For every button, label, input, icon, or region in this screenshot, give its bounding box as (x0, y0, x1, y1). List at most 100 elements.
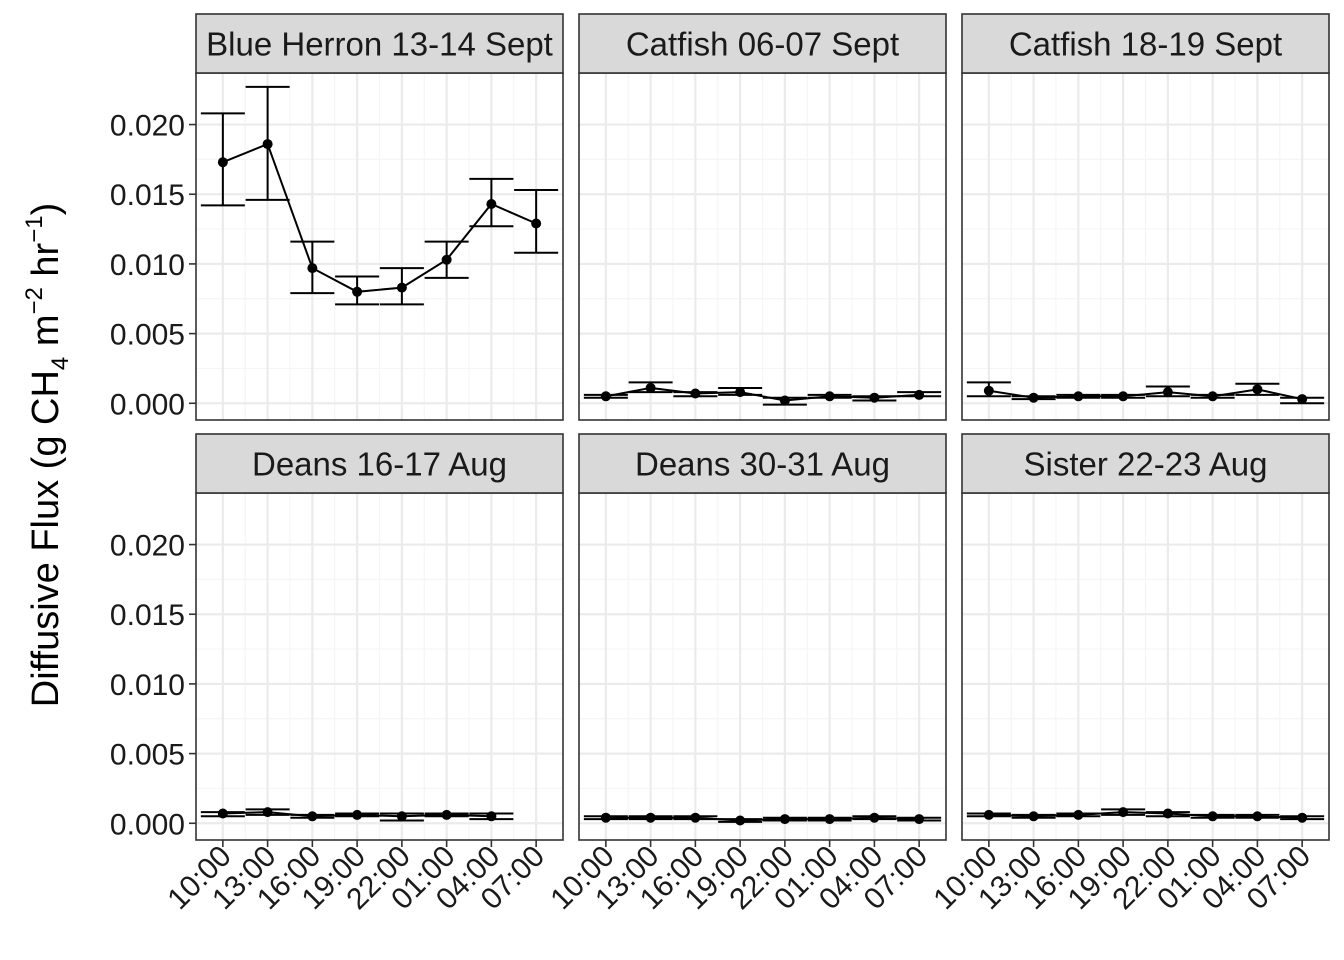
y-axis-title-part: −2 (21, 287, 48, 314)
y-axis-title-part: m (25, 315, 67, 357)
y-tick-label: 0.015 (110, 599, 185, 632)
data-point (983, 809, 994, 820)
strip-background (578, 433, 947, 494)
y-axis-title-part: −1 (21, 215, 48, 242)
gridlines (579, 73, 946, 420)
series (583, 381, 942, 406)
data-point (1073, 391, 1084, 402)
data-point (1252, 811, 1263, 822)
data-point (1207, 811, 1218, 822)
series (200, 85, 559, 306)
data-point (1207, 391, 1218, 402)
data-point (396, 282, 407, 293)
y-axis-title-part: hr (25, 242, 67, 287)
y-tick-label: 0.005 (110, 739, 185, 772)
data-point (735, 815, 746, 826)
facet-panel: Sister 22-23 Aug10:0013:0016:0019:0022:0… (927, 433, 1330, 916)
facet-panel: Catfish 18-19 Sept (961, 13, 1330, 421)
facet-panel: Deans 16-17 Aug 0.000 0.005 0.010 0.015 0.020… (110, 433, 564, 916)
gridlines (579, 493, 946, 840)
facet-panels: Blue Herron 13-14 Sept 0.000 0.005 0.010 0.0… (110, 13, 1330, 916)
data-point (779, 395, 790, 406)
facet-panel: Catfish 06-07 Sept (578, 13, 947, 421)
data-point (600, 812, 611, 823)
data-point (486, 811, 497, 822)
facet-strip-label: Catfish 18-19 Sept (1009, 26, 1282, 63)
y-axis-title-text: Diffusive Flux (g CH4 m−2 hr−1) (21, 203, 74, 708)
data-point (869, 812, 880, 823)
y-tick-label: 0.000 (110, 808, 185, 841)
y-axis-title-part: 4 (47, 357, 74, 370)
series-line (988, 388, 1303, 401)
y-tick-label: 0.010 (110, 249, 185, 282)
data-point (735, 387, 746, 398)
y-tick-label: 0.020 (110, 110, 185, 143)
strip-background (961, 433, 1330, 494)
data-point (486, 198, 497, 209)
data-point (1297, 394, 1308, 405)
data-point (1028, 392, 1039, 403)
data-point (441, 809, 452, 820)
data-point (531, 218, 542, 229)
data-point (824, 391, 835, 402)
data-point (824, 814, 835, 825)
data-point (441, 254, 452, 265)
facet-panel: Deans 30-31 Aug10:0013:0016:0019:0022:00… (544, 433, 947, 916)
data-point (1118, 807, 1129, 818)
facet-strip-label: Blue Herron 13-14 Sept (206, 26, 553, 63)
y-axis-title: Diffusive Flux (g CH4 m−2 hr−1) (21, 203, 74, 708)
data-point (690, 388, 701, 399)
gridlines (962, 493, 1329, 840)
gridlines (196, 493, 563, 840)
data-point (352, 809, 363, 820)
series-line (605, 816, 920, 822)
data-point (1297, 812, 1308, 823)
facet-panel: Blue Herron 13-14 Sept 0.000 0.005 0.010 0.0… (110, 13, 564, 421)
series-line (988, 811, 1303, 819)
y-tick-label: 0.015 (110, 179, 185, 212)
series (966, 381, 1325, 405)
y-axis-title-part: Diffusive Flux (g CH (25, 370, 67, 707)
data-point (307, 263, 318, 274)
strip-background (961, 13, 1330, 74)
data-point (262, 807, 273, 818)
data-point (217, 808, 228, 819)
facet-strip-label: Sister 22-23 Aug (1024, 446, 1268, 483)
facet-strip-label: Deans 16-17 Aug (252, 446, 507, 483)
data-point (869, 392, 880, 403)
data-point (262, 139, 273, 150)
data-point (914, 389, 925, 400)
strip-background (578, 13, 947, 74)
y-tick-label: 0.005 (110, 319, 185, 352)
data-point (1028, 811, 1039, 822)
series (583, 812, 942, 826)
data-point (645, 812, 656, 823)
data-point (352, 286, 363, 297)
data-point (600, 391, 611, 402)
facet-strip-label: Catfish 06-07 Sept (626, 26, 899, 63)
data-point (1162, 808, 1173, 819)
gridlines (962, 73, 1329, 420)
data-point (779, 814, 790, 825)
data-point (307, 811, 318, 822)
data-point (1118, 391, 1129, 402)
data-point (983, 385, 994, 396)
facet-strip-label: Deans 30-31 Aug (635, 446, 890, 483)
series (966, 807, 1325, 823)
strip-background (195, 433, 564, 494)
series-line (222, 142, 537, 293)
data-point (396, 811, 407, 822)
y-axis-title-part: ) (25, 203, 67, 216)
y-tick-label: 0.010 (110, 669, 185, 702)
data-point (914, 814, 925, 825)
y-tick-label: 0.020 (110, 530, 185, 563)
data-point (645, 382, 656, 393)
data-point (217, 157, 228, 168)
data-point (1162, 387, 1173, 398)
y-tick-label: 0.000 (110, 388, 185, 421)
series-line (605, 386, 920, 402)
series (200, 807, 514, 822)
data-point (1252, 384, 1263, 395)
data-point (1073, 809, 1084, 820)
